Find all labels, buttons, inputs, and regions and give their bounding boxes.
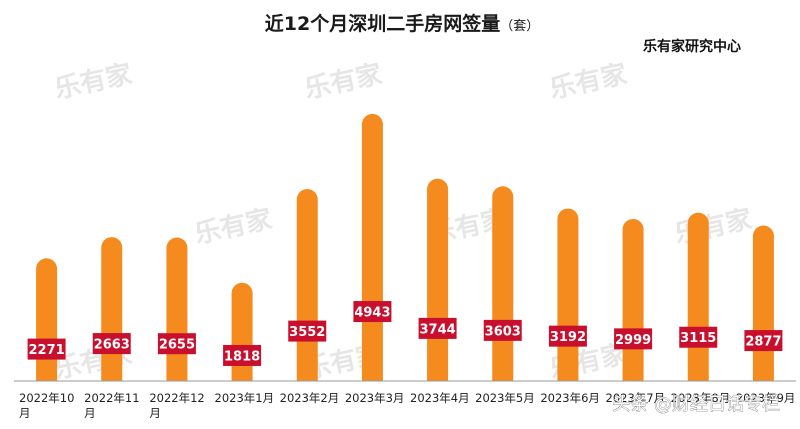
x-tick-label: 2022年10 月 [19, 391, 74, 420]
x-tick-label: 2022年12 月 [149, 391, 204, 420]
bar [427, 178, 449, 381]
bar [361, 113, 383, 382]
watermark-logo: 乐有家 [547, 58, 630, 105]
x-tick-labels-group: 2022年10 月 2022年11 月 2022年12 月 2023年1月 2023年2月 20… [19, 391, 795, 420]
bar [557, 208, 579, 381]
value-label-box [288, 320, 327, 342]
value-label: 3744 [419, 322, 455, 337]
value-label: 2663 [94, 338, 130, 353]
chart-title-main: 近12个月深圳二手房网签量 [265, 12, 500, 35]
chart-title-unit: （套） [500, 18, 539, 34]
chart-title: 近12个月深圳二手房网签量（套） [265, 12, 539, 35]
bar [687, 212, 709, 381]
bar [752, 225, 774, 381]
x-tick-label: 2023年9月 [736, 391, 796, 405]
value-label-box [548, 325, 587, 347]
value-label: 3192 [550, 330, 586, 345]
x-tick-label: 2022年11 月 [84, 391, 139, 420]
value-label: 3115 [680, 331, 716, 346]
value-label-box [92, 333, 131, 355]
value-label-box [483, 319, 522, 341]
bar [231, 282, 253, 381]
bar [36, 258, 58, 381]
value-label: 4943 [354, 306, 390, 321]
bar [101, 237, 123, 381]
value-label: 2655 [159, 338, 195, 353]
value-label-box [27, 338, 66, 360]
value-label: 3552 [289, 325, 325, 340]
value-label: 2999 [615, 333, 651, 348]
value-label-box [223, 344, 262, 366]
value-label: 3603 [485, 324, 521, 339]
bar [492, 186, 514, 381]
value-label-box [418, 317, 457, 339]
watermark-logo: 乐有家 [192, 203, 275, 250]
value-label-box [614, 328, 653, 350]
x-tick-label: 2023年8月 [671, 391, 731, 405]
value-label-box [744, 330, 783, 352]
value-label-box [679, 326, 718, 348]
watermark-logo: 乐有家 [302, 58, 385, 105]
credit-watermark: 头条 @财经日话专栏 [612, 394, 780, 415]
source-label: 乐有家研究中心 [643, 38, 741, 55]
value-label: 2877 [745, 335, 781, 350]
x-tick-label: 2023年5月 [475, 391, 535, 405]
bars-group [36, 113, 774, 382]
value-label: 1818 [224, 349, 260, 364]
value-labels-group: 2271 2663 2655 1818 3552 4943 3744 3603 3192 2999… [27, 301, 783, 366]
watermark-logo: 乐有家 [52, 58, 135, 105]
x-tick-label: 2023年4月 [410, 391, 470, 405]
watermark-logo: 乐有家 [672, 203, 755, 250]
bar [166, 237, 188, 381]
x-tick-label: 2023年3月 [345, 391, 405, 405]
bar [622, 218, 644, 381]
x-tick-label: 2023年6月 [540, 391, 600, 405]
value-label: 2271 [28, 343, 64, 358]
value-label-box [157, 333, 196, 355]
x-tick-label: 2023年1月 [215, 391, 275, 405]
value-label-box [353, 301, 392, 323]
x-tick-label: 2023年7月 [606, 391, 666, 405]
x-tick-label: 2023年2月 [280, 391, 340, 405]
bar [296, 189, 318, 381]
